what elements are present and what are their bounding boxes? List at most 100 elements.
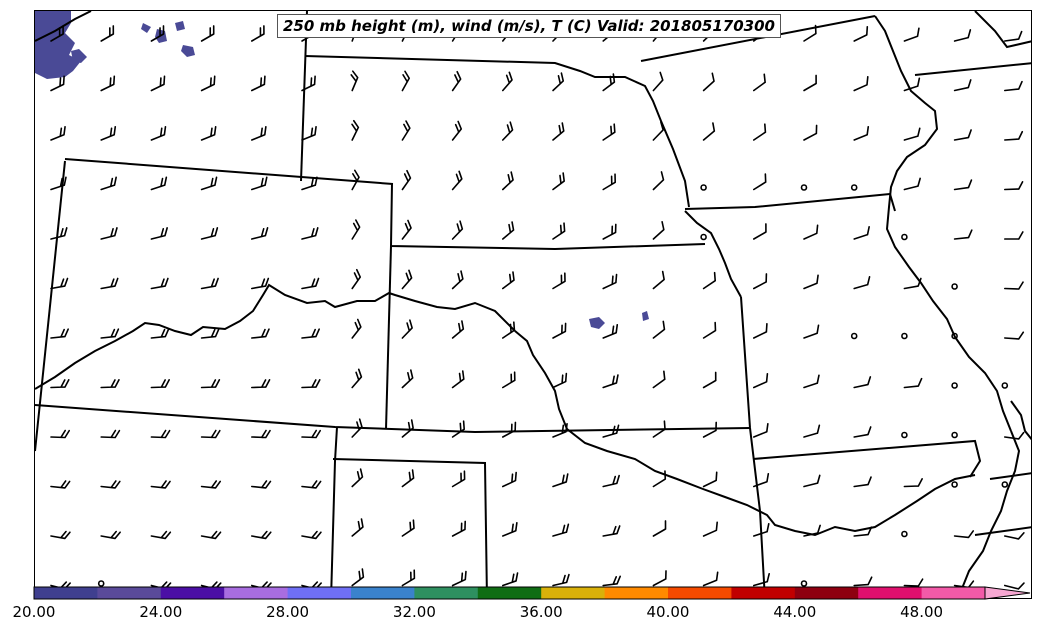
colorbar-tick-label: 32.00 <box>393 603 436 621</box>
wind-barb <box>451 370 465 389</box>
wind-barb <box>100 176 117 191</box>
wind-barb <box>803 224 819 240</box>
wind-barb <box>150 379 170 389</box>
wind-barb <box>602 474 620 488</box>
colorbar-outline <box>33 586 986 600</box>
temperature-patch-island-4 <box>181 45 195 57</box>
wind-barb <box>752 422 769 438</box>
calm-wind-marker <box>1001 382 1009 389</box>
wind-barb <box>200 125 217 141</box>
wind-barb <box>251 176 268 191</box>
wind-barb <box>652 270 665 290</box>
boundary-mo-il-river <box>684 210 742 298</box>
colorbar-segment <box>477 587 542 599</box>
wind-barb <box>602 173 617 191</box>
wind-barb <box>652 171 665 191</box>
wind-barb <box>100 227 118 240</box>
wind-barb <box>652 71 664 92</box>
wind-barb <box>752 573 770 587</box>
wind-barb <box>100 530 121 540</box>
boundary-mn-wi <box>914 62 1031 76</box>
wind-barb <box>652 121 664 141</box>
boundary-tx-la <box>974 526 1031 536</box>
wind-barb <box>251 75 266 92</box>
wind-barb <box>451 120 463 141</box>
wind-barb <box>351 418 363 438</box>
wind-barb <box>652 220 665 240</box>
wind-barb <box>803 324 820 339</box>
boundary-ks-ok-river <box>514 330 976 537</box>
colorbar-segment <box>224 587 289 599</box>
wind-barb <box>351 468 364 488</box>
boundary-wi-il <box>889 193 896 212</box>
wind-barb <box>451 70 462 92</box>
colorbar-segment <box>731 587 796 599</box>
wind-barb <box>150 176 168 191</box>
wind-barb <box>251 25 265 42</box>
wind-barb <box>953 229 973 240</box>
wind-barb <box>752 522 770 537</box>
wind-barbs <box>50 20 1025 590</box>
wind-barb <box>853 526 873 537</box>
wind-barb <box>50 125 66 141</box>
wind-barb <box>150 328 170 339</box>
wind-barb <box>803 124 818 141</box>
wind-barb <box>150 75 166 92</box>
wind-barb <box>200 429 221 439</box>
boundary-co-nm <box>330 426 338 598</box>
wind-barb <box>552 372 568 389</box>
colorbar-segment <box>414 587 479 599</box>
wind-barb <box>1003 281 1024 290</box>
calm-wind-marker <box>951 481 958 488</box>
wind-barb <box>401 70 410 92</box>
calm-wind-marker <box>850 184 858 191</box>
boundary-wa-ut-nw <box>35 11 92 42</box>
wind-barb <box>301 530 322 540</box>
boundary-ut-co-west <box>35 160 66 452</box>
wind-barb <box>552 473 569 488</box>
wind-barb <box>301 176 318 191</box>
boundary-nm-tx <box>332 458 488 598</box>
wind-barb <box>1003 181 1024 191</box>
wind-barb <box>903 377 923 389</box>
wind-barb <box>50 429 71 439</box>
calm-wind-marker <box>800 184 808 191</box>
wind-barb <box>351 368 363 389</box>
wind-barb <box>803 474 821 488</box>
colorbar-segment <box>34 587 98 599</box>
wind-barb <box>351 518 364 537</box>
wind-barb <box>803 74 817 92</box>
colorbar-tick-label: 28.00 <box>266 603 309 621</box>
wind-barb <box>251 480 272 489</box>
wind-barb <box>100 25 115 42</box>
wind-barb <box>100 480 121 489</box>
wind-barb <box>953 530 975 539</box>
wind-barb <box>702 521 718 537</box>
wind-barb <box>251 429 271 439</box>
wind-barb <box>501 521 518 537</box>
wind-barb <box>351 268 362 290</box>
wind-barb <box>1003 130 1024 141</box>
calm-wind-marker <box>901 332 908 340</box>
wind-barb <box>501 71 513 92</box>
wind-barb <box>150 25 165 42</box>
wind-barb <box>853 426 872 438</box>
wind-barb <box>702 471 718 488</box>
wind-barb <box>803 424 821 438</box>
wind-barb <box>401 419 414 438</box>
wind-barb <box>150 429 171 439</box>
wind-barb <box>451 220 464 240</box>
wind-barb <box>301 379 321 389</box>
wind-barb <box>301 429 322 439</box>
wind-barb <box>853 376 872 389</box>
colorbar-segment <box>858 587 923 599</box>
boundary-sd-ne-north <box>304 55 690 208</box>
wind-barb <box>1003 30 1023 42</box>
wind-barb <box>853 276 871 290</box>
wind-barb <box>752 173 767 191</box>
colorbar-segment <box>351 587 415 599</box>
wind-barb <box>100 379 120 389</box>
wind-barb <box>602 323 619 339</box>
wind-barb <box>401 219 412 240</box>
wind-barb <box>501 572 519 587</box>
